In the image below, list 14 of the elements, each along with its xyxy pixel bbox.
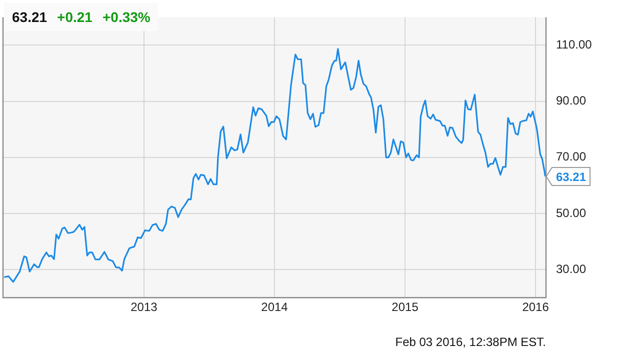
y-tick-label: 50.00 xyxy=(556,206,586,220)
annotation: +0.21 xyxy=(57,9,92,25)
x-tick-label: 2016 xyxy=(522,300,550,314)
x-tick-label: 2013 xyxy=(130,300,158,314)
annotation: 63.21 xyxy=(12,9,48,25)
y-tick-label: 110.00 xyxy=(556,38,592,52)
x-tick-label: 2015 xyxy=(392,300,419,314)
annotation: 63.21 xyxy=(556,170,586,184)
text: Feb 03 2016, 12:38PM EST. xyxy=(395,335,546,349)
y-tick-label: 30.00 xyxy=(556,262,586,276)
y-tick-label: 70.00 xyxy=(556,150,586,164)
y-tick-label: 90.00 xyxy=(556,94,586,108)
annotation: +0.33% xyxy=(102,9,150,25)
x-tick-label: 2014 xyxy=(261,300,288,314)
